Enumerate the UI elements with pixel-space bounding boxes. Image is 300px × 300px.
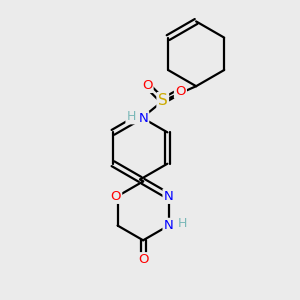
Text: N: N	[164, 219, 173, 232]
Text: H: H	[178, 217, 187, 230]
Text: O: O	[110, 190, 121, 202]
Text: H: H	[127, 110, 136, 123]
Text: O: O	[142, 79, 152, 92]
Text: N: N	[138, 112, 148, 125]
Text: N: N	[164, 190, 173, 202]
Text: S: S	[158, 93, 168, 108]
Text: O: O	[175, 85, 186, 98]
Text: O: O	[138, 254, 148, 266]
